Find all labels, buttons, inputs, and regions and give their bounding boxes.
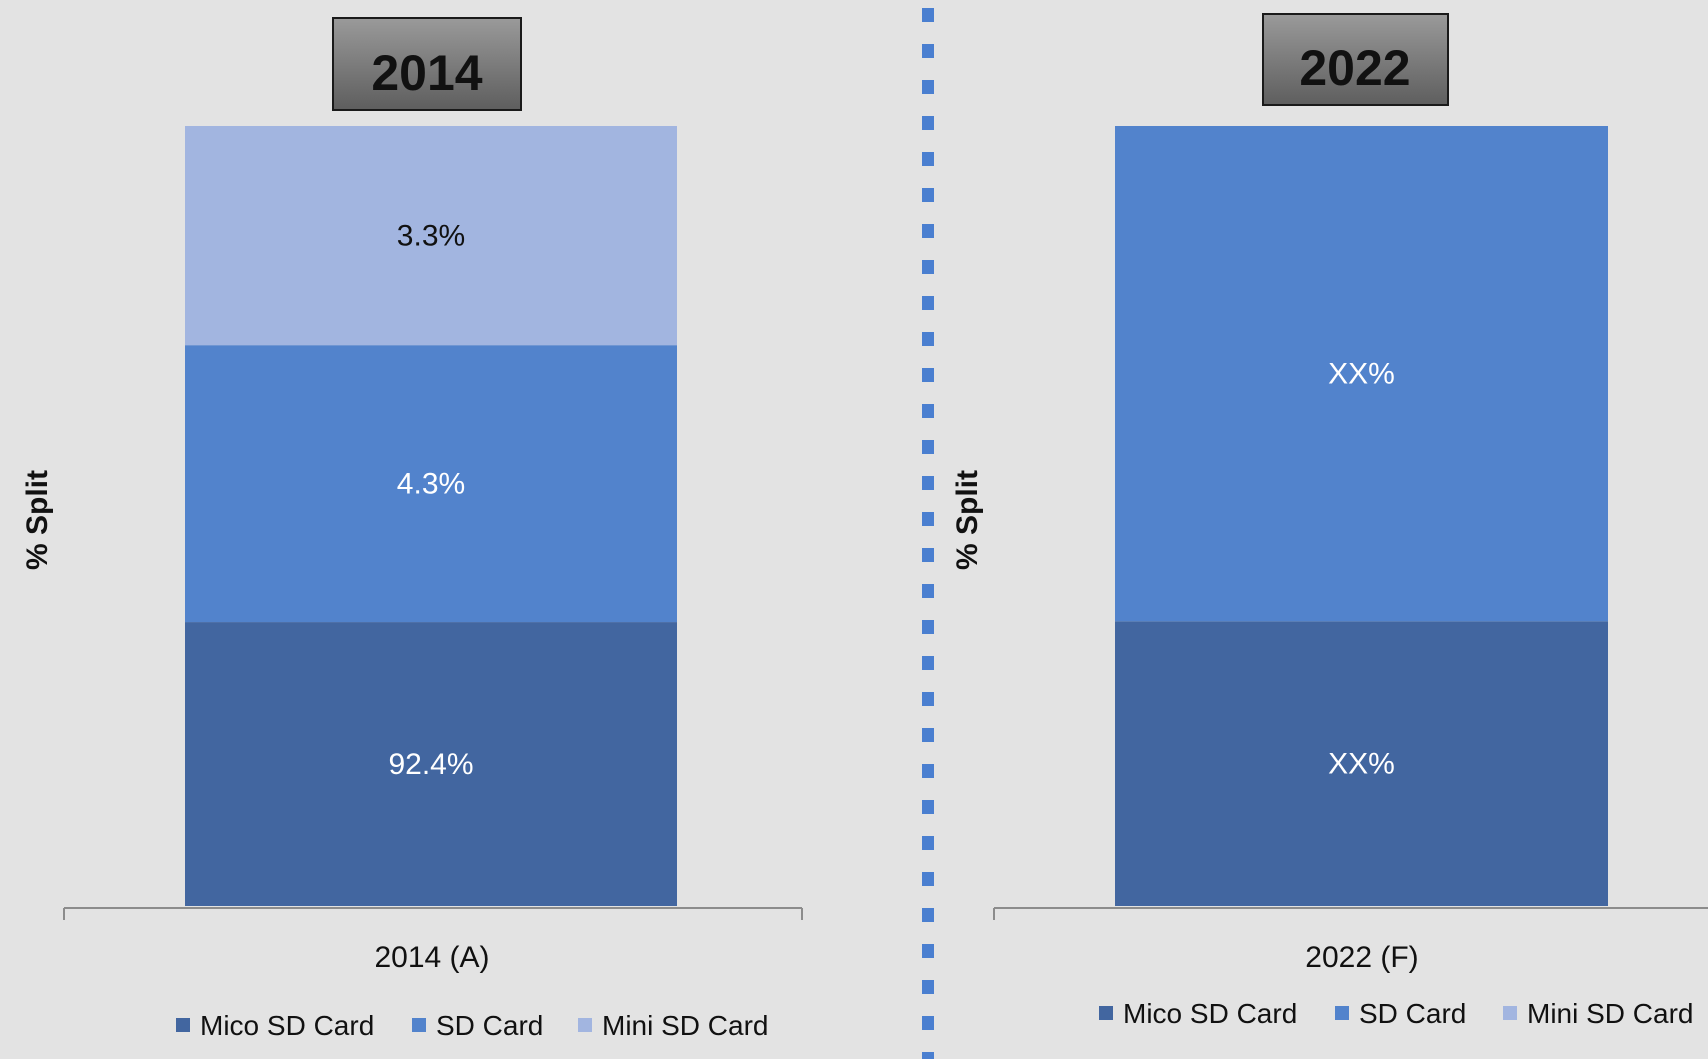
data-label: XX% (1328, 358, 1395, 391)
panel-2014: 2014 % Split 92.4% 4.3% 3.3% 2014 (A) Mico… (21, 17, 803, 1041)
legend-label-mini-sd-card: Mini SD Card (1527, 998, 1693, 1029)
y-axis-label: % Split (21, 470, 54, 570)
x-tick-label: 2022 (F) (1305, 941, 1418, 974)
legend-swatch-sd-card (1335, 1006, 1349, 1020)
bar-stack: 92.4% 4.3% 3.3% (185, 126, 677, 906)
data-label: XX% (1328, 748, 1395, 781)
legend-label-mini-sd-card: Mini SD Card (602, 1010, 768, 1041)
title-box (332, 17, 522, 111)
legend: Mico SD Card SD Card Mini SD Card (176, 1010, 768, 1041)
bar-stack: XX% XX% (1115, 126, 1608, 906)
bar-segment-mini-sd-card (185, 126, 677, 346)
data-label: 92.4% (388, 748, 473, 781)
bar-segment-mico-sd-card (185, 622, 677, 906)
legend-label-mico-sd-card: Mico SD Card (200, 1010, 374, 1041)
data-label: 4.3% (397, 468, 465, 501)
chart-title: 2022 (1299, 40, 1410, 96)
bar-segment-sd-card (1115, 126, 1608, 622)
x-tick-label: 2014 (A) (374, 941, 489, 974)
legend: Mico SD Card SD Card Mini SD Card (1099, 998, 1693, 1029)
legend-swatch-mico-sd-card (1099, 1006, 1113, 1020)
legend-swatch-sd-card (412, 1018, 426, 1032)
title-box (1262, 13, 1449, 106)
data-label: 3.3% (397, 220, 465, 253)
bar-segment-mico-sd-card (1115, 621, 1608, 906)
legend-label-sd-card: SD Card (1359, 998, 1466, 1029)
legend-swatch-mico-sd-card (176, 1018, 190, 1032)
legend-swatch-mini-sd-card (578, 1018, 592, 1032)
legend-swatch-mini-sd-card (1503, 1006, 1517, 1020)
legend-label-sd-card: SD Card (436, 1010, 543, 1041)
legend-label-mico-sd-card: Mico SD Card (1123, 998, 1297, 1029)
chart-title: 2014 (371, 45, 482, 101)
bar-segment-sd-card (185, 345, 677, 623)
panel-2022: 2022 % Split XX% XX% 2022 (F) Mico SD Car… (951, 13, 1708, 1029)
y-axis-label: % Split (951, 470, 984, 570)
